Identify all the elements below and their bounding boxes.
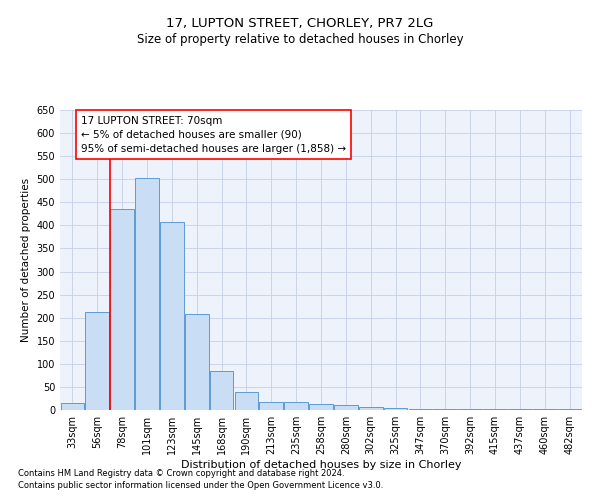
Bar [160,222,184,410]
Y-axis label: Number of detached properties: Number of detached properties [21,178,31,342]
Bar [384,408,407,410]
Bar [483,408,507,410]
Bar [309,404,333,410]
Text: Size of property relative to detached houses in Chorley: Size of property relative to detached ho… [137,32,463,46]
Bar [508,408,532,410]
Bar [458,408,482,410]
Bar [61,403,84,410]
Bar [359,407,383,410]
Text: 17, LUPTON STREET, CHORLEY, PR7 2LG: 17, LUPTON STREET, CHORLEY, PR7 2LG [166,18,434,30]
Bar [334,406,358,410]
Text: Contains HM Land Registry data © Crown copyright and database right 2024.: Contains HM Land Registry data © Crown c… [18,468,344,477]
Bar [409,408,432,410]
Text: 17 LUPTON STREET: 70sqm
← 5% of detached houses are smaller (90)
95% of semi-det: 17 LUPTON STREET: 70sqm ← 5% of detached… [81,116,346,154]
Bar [558,408,581,410]
Text: Contains public sector information licensed under the Open Government Licence v3: Contains public sector information licen… [18,481,383,490]
Bar [235,392,258,410]
X-axis label: Distribution of detached houses by size in Chorley: Distribution of detached houses by size … [181,460,461,470]
Bar [110,209,134,410]
Bar [284,402,308,410]
Bar [135,178,159,410]
Bar [533,408,557,410]
Bar [259,402,283,410]
Bar [433,408,457,410]
Bar [210,371,233,410]
Bar [185,314,209,410]
Bar [85,312,109,410]
